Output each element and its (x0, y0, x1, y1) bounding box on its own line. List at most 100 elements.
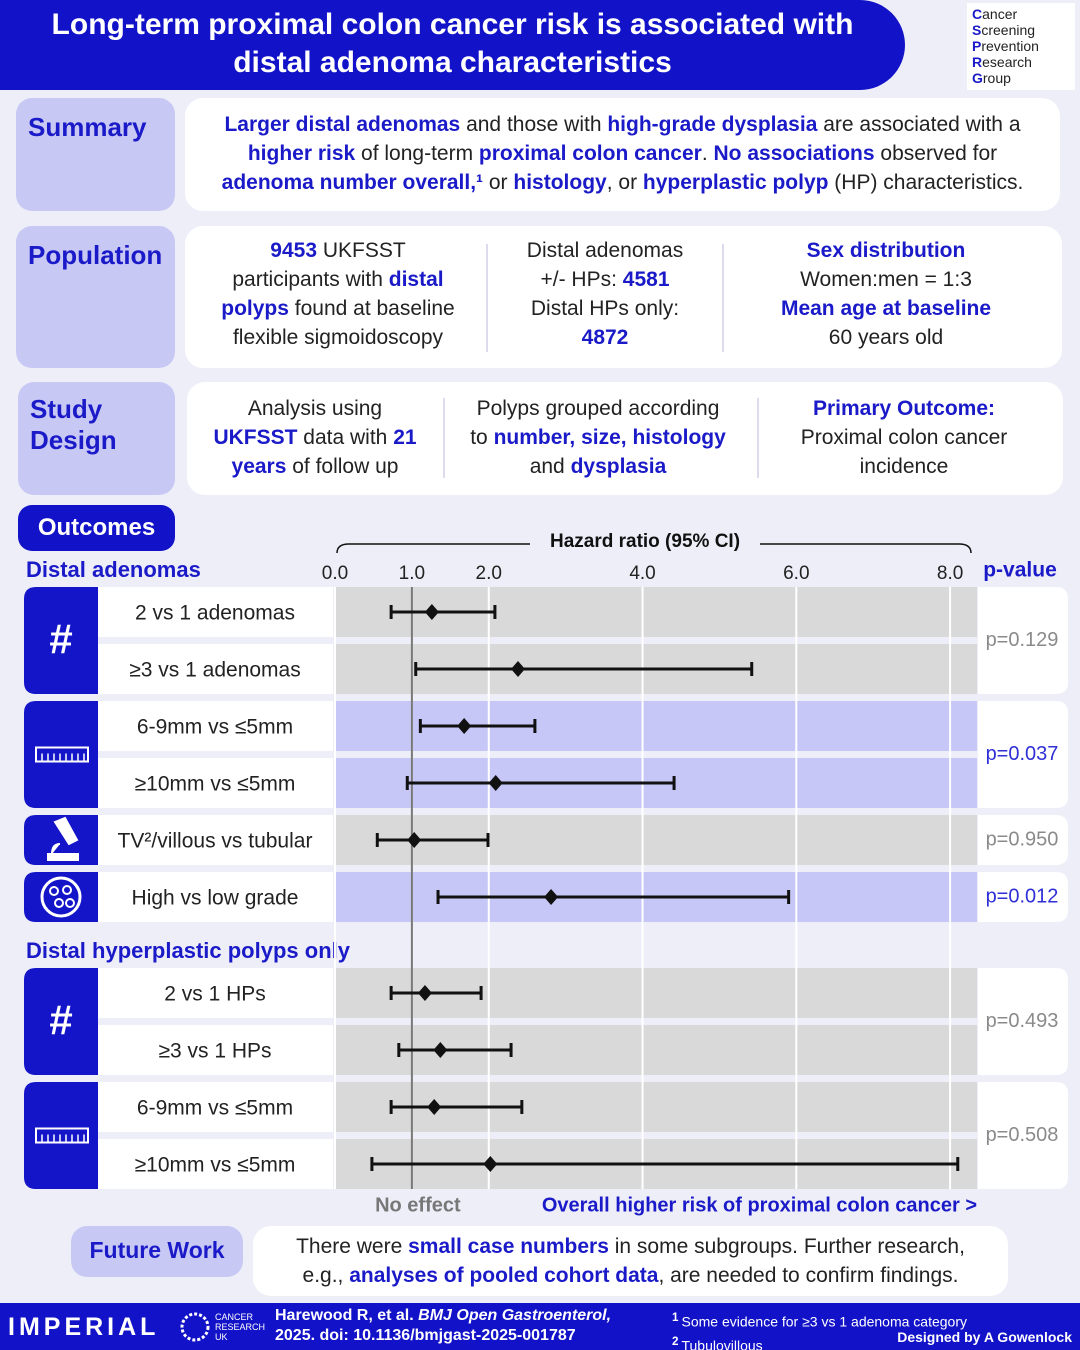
cruk-logo: CANCER RESEARCH UK (215, 1312, 265, 1342)
emphasis: small case numbers (408, 1235, 609, 1258)
column: Polyps grouped according to number, size,… (458, 394, 738, 481)
row-label: High vs low grade (132, 887, 299, 910)
hr-point (483, 1156, 498, 1172)
text: data with (297, 426, 394, 449)
text-line: Proximal colon cancer (764, 423, 1044, 452)
group-icon-box (24, 1082, 98, 1189)
text-line: Sex distribution (746, 236, 1026, 265)
divider (486, 244, 488, 352)
logo-rest: roup (982, 70, 1011, 86)
p-value-box (978, 872, 1068, 922)
logo: Cancer Screening Prevention Research Group (967, 3, 1075, 90)
emphasis: UKFSST (213, 426, 298, 449)
footnote: 1 Some evidence for ≥3 vs 1 adenoma categ… (672, 1308, 967, 1332)
column: Distal adenomas +/- HPs: 4581 Distal HPs o… (465, 236, 745, 352)
footnote-mark: 2 (672, 1334, 679, 1348)
label-line: Design (30, 425, 117, 455)
credit: Designed by A Gowenlock (897, 1329, 1072, 1345)
text: to (470, 426, 494, 449)
emphasis: high-grade dysplasia (607, 113, 818, 136)
column: Sex distribution Women:men = 1:3 Mean age … (746, 236, 1026, 352)
text: e.g., (302, 1264, 350, 1287)
text: and (529, 455, 571, 478)
section-title: Distal adenomas (26, 557, 201, 582)
text-line: years of follow up (175, 452, 455, 481)
divider (443, 398, 445, 478)
emphasis: adenoma number overall,¹ (221, 171, 484, 194)
text: 2025. doi: 10.1136/bmjgast-2025-001787 (275, 1327, 576, 1344)
text-line: Larger distal adenomas and those with hi… (185, 110, 1060, 139)
text: incidence (859, 455, 949, 478)
emphasis: 4872 (581, 326, 629, 349)
x-tick-label: 6.0 (783, 563, 809, 584)
text-line: participants with distal (198, 265, 478, 294)
text: Analysis using (247, 397, 383, 420)
hr-point (424, 604, 439, 620)
text-line: e.g., analyses of pooled cohort data, ar… (253, 1261, 1008, 1290)
p-value: p=0.129 (986, 629, 1059, 651)
text: Harewood R, et al. (275, 1307, 419, 1324)
row-label-box (98, 968, 333, 1018)
imperial-logo: IMPERIAL (8, 1313, 160, 1341)
emphasis: 4581 (622, 268, 670, 291)
p-value-box (978, 701, 1068, 808)
emphasis: hyperplastic polyp (642, 171, 829, 194)
logo-word: Group (972, 70, 1070, 86)
title-line: Long-term proximal colon cancer risk is … (51, 8, 854, 41)
microscope-icon (47, 816, 79, 861)
text-line: 2025. doi: 10.1136/bmjgast-2025-001787 (275, 1326, 611, 1346)
footnote-mark: 1 (672, 1311, 679, 1324)
text-line: Analysis using (175, 394, 455, 423)
column: 9453 UKFSST participants with distal polyp… (198, 236, 478, 352)
group-icon-text: # (49, 616, 72, 663)
text: or (483, 171, 514, 194)
text-line: There were small case numbers in some su… (253, 1232, 1008, 1261)
text: are associated with a (817, 113, 1021, 136)
hr-point (488, 775, 503, 791)
row-label: ≥3 vs 1 HPs (158, 1040, 271, 1063)
study-design-card: Analysis using UKFSST data with 21 years o… (187, 382, 1063, 495)
p-value: p=0.508 (986, 1124, 1059, 1146)
emphasis: histology (513, 171, 607, 194)
emphasis: years (231, 455, 287, 478)
text: (HP) characteristics. (828, 171, 1024, 194)
emphasis: proximal colon cancer (478, 142, 702, 165)
group-icon-box (24, 587, 98, 694)
section-label: Future Work (71, 1226, 243, 1277)
text: of long-term (355, 142, 479, 165)
section-label: Summary (16, 98, 175, 211)
emphasis: 9453 (270, 239, 318, 262)
cell-nucleus (65, 898, 75, 908)
text: 60 years old (828, 326, 944, 349)
text-line: Polyps grouped according (458, 394, 738, 423)
text-line: Women:men = 1:3 (746, 265, 1026, 294)
p-value-box (978, 968, 1068, 1075)
cruk-icon (180, 1312, 210, 1342)
hr-point (457, 718, 472, 734)
emphasis: Larger distal adenomas (224, 113, 461, 136)
text: in some subgroups. Further research, (608, 1235, 965, 1258)
x-tick-label: 1.0 (399, 563, 425, 584)
text: There were (296, 1235, 409, 1258)
text: . (701, 142, 714, 165)
row-label: 6-9mm vs ≤5mm (137, 716, 293, 739)
label-line: Study (30, 394, 103, 424)
emphasis: Primary Outcome: (812, 397, 996, 420)
cell-icon (40, 876, 82, 918)
axis-title-bg (530, 530, 760, 554)
group-icon-box (24, 872, 98, 922)
text-line: to number, size, histology (458, 423, 738, 452)
x-tick-label: 2.0 (476, 563, 502, 584)
p-value-header: p-value (983, 559, 1057, 582)
text-line: 4872 (465, 323, 745, 352)
emphasis: No associations (713, 142, 875, 165)
logo-rest: creening (981, 22, 1036, 38)
text: +/- HPs: (540, 268, 623, 291)
emphasis: analyses of pooled cohort data (349, 1264, 659, 1287)
text-line: UKFSST data with 21 (175, 423, 455, 452)
text: Women:men = 1:3 (800, 268, 972, 291)
hr-point (407, 832, 422, 848)
cell-nucleus (49, 886, 59, 896)
emphasis: Mean age at baseline (780, 297, 992, 320)
emphasis: distal (388, 268, 444, 291)
